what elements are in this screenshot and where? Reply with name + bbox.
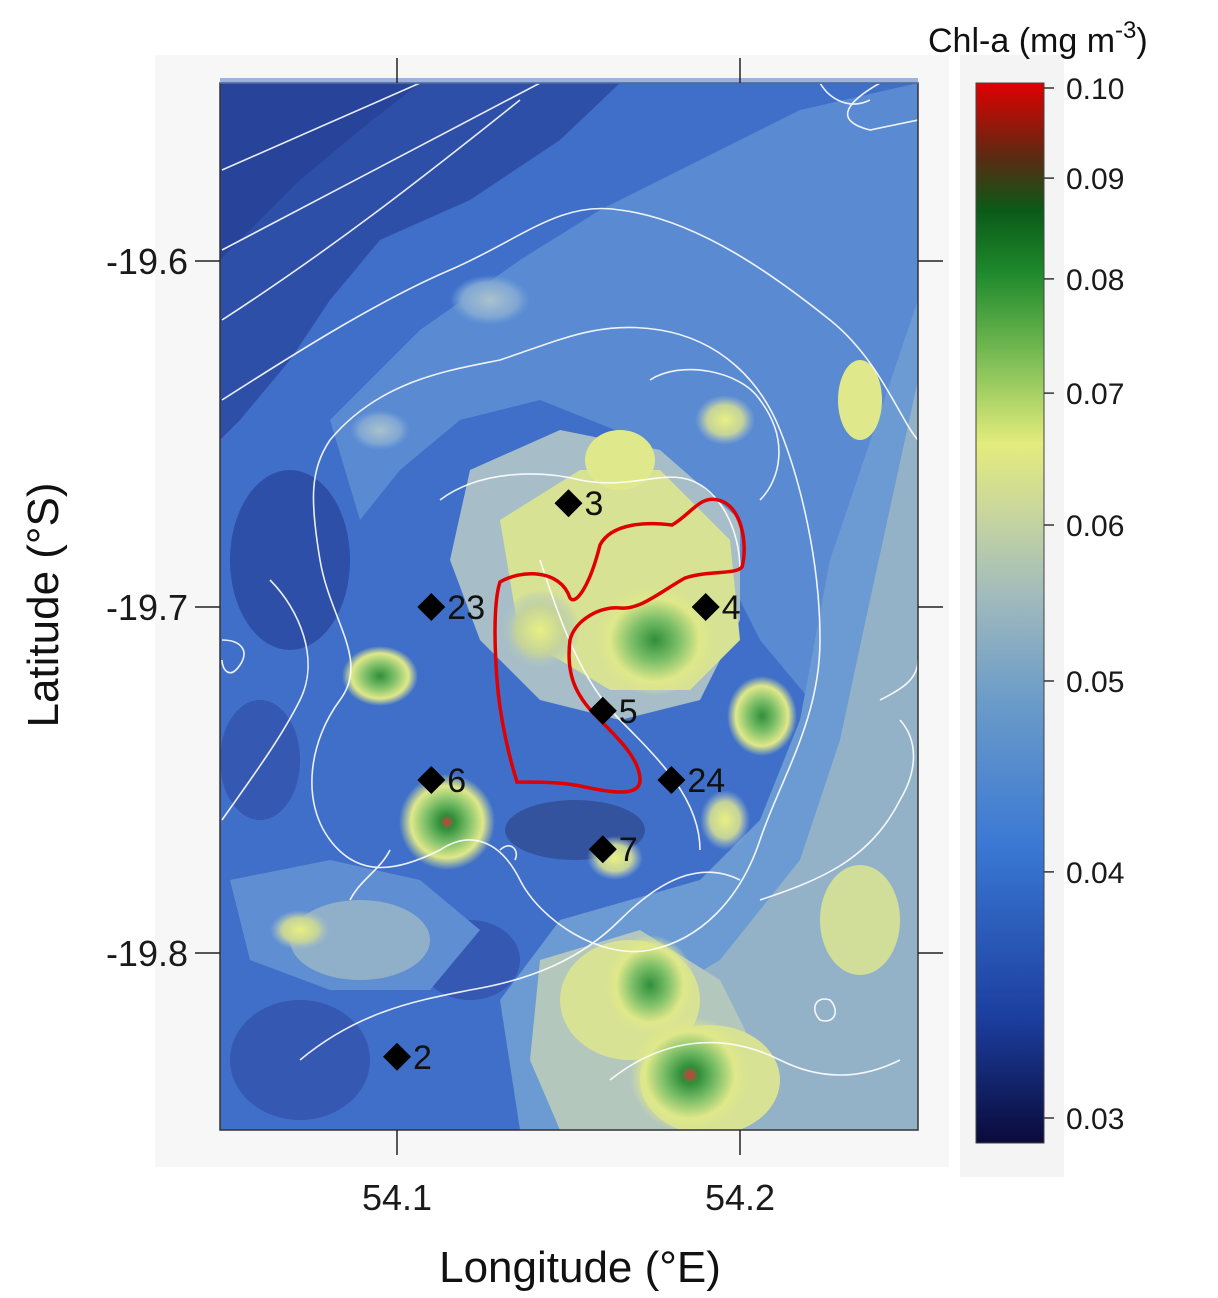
station-marker-6: 6 — [417, 762, 466, 800]
low-chl-region — [230, 470, 350, 650]
station-label: 7 — [619, 831, 638, 869]
y-tick-label: -19.8 — [106, 933, 188, 974]
chl-hotspot — [595, 585, 715, 695]
colorbar — [975, 82, 1045, 1144]
station-marker-24: 24 — [657, 762, 725, 800]
x-tick-label: 54.2 — [705, 1177, 775, 1218]
colorbar-title: Chl-a (mg m-3) — [928, 17, 1148, 60]
chl-hotspot — [630, 1017, 750, 1130]
axis-ticks — [195, 58, 943, 1155]
station-marker-2: 2 — [383, 1039, 432, 1077]
chl-hotspot — [700, 790, 750, 850]
colorbar-title-sup: -3 — [1115, 17, 1136, 44]
chl-hotspot — [399, 774, 495, 870]
high-chl-region — [820, 865, 900, 975]
station-label: 2 — [413, 1039, 432, 1077]
colorbar-tick-label: 0.03 — [1066, 1103, 1124, 1136]
low-chl-region — [220, 83, 420, 260]
chlorophyll-field — [220, 83, 918, 1130]
station-diamond — [417, 593, 446, 621]
chl-hotspot — [605, 935, 695, 1035]
chl-hotspot — [350, 410, 410, 450]
colorbar-tick-label: 0.06 — [1066, 510, 1124, 543]
station-diamond — [588, 696, 617, 725]
chl-hotspot — [450, 275, 530, 325]
mid-chl-region — [330, 83, 918, 760]
station-diamond — [554, 489, 583, 518]
chl-hotspot — [727, 676, 797, 756]
stations-layer: 3 23 4 5 6 24 7 2 — [383, 485, 741, 1077]
colorbar-tick-label: 0.04 — [1066, 857, 1124, 890]
station-label: 4 — [722, 589, 741, 627]
y-axis-title: Latitude (°S) — [19, 482, 68, 727]
depth-contours — [221, 83, 918, 1081]
low-chl-region — [220, 83, 620, 440]
colorbar-tick-label: 0.08 — [1066, 264, 1124, 297]
colorbar-ticks: 0.10 0.09 0.08 0.07 0.06 0.05 0.04 0.03 — [1044, 73, 1124, 1136]
station-diamond — [383, 1042, 411, 1071]
colorbar-title-main: Chl-a (mg m — [928, 22, 1115, 60]
station-label: 6 — [447, 762, 466, 800]
eddy-outline — [493, 497, 746, 794]
station-label: 23 — [447, 589, 485, 627]
x-tick-label: 54.1 — [362, 1177, 432, 1218]
x-axis-title: Longitude (°E) — [439, 1243, 721, 1292]
station-marker-3: 3 — [554, 485, 604, 523]
high-chl-region — [838, 360, 882, 440]
high-chl-region — [585, 430, 655, 490]
chl-hotspot — [695, 395, 755, 445]
y-tick-label: -19.6 — [106, 241, 188, 282]
chl-hotspot — [270, 910, 330, 950]
colorbar-tick-label: 0.09 — [1066, 163, 1124, 196]
map-top-shadow — [220, 78, 918, 84]
station-label: 5 — [619, 693, 638, 731]
station-diamond — [657, 766, 686, 794]
colorbar-title-close: ) — [1136, 22, 1147, 60]
station-marker-7: 7 — [588, 831, 638, 869]
station-marker-5: 5 — [588, 693, 638, 731]
station-label: 24 — [687, 762, 725, 800]
station-label: 3 — [585, 485, 604, 523]
colorbar-tick-label: 0.07 — [1066, 378, 1124, 411]
station-diamond — [691, 593, 720, 621]
station-marker-23: 23 — [417, 589, 485, 627]
chl-hotspot — [342, 646, 418, 706]
station-diamond — [417, 766, 446, 794]
colorbar-tick-label: 0.10 — [1066, 73, 1124, 106]
colorbar-tick-label: 0.05 — [1066, 666, 1124, 699]
low-chl-region — [220, 700, 300, 820]
chl-hotspot — [500, 590, 580, 670]
station-diamond — [588, 835, 617, 864]
y-tick-label: -19.7 — [106, 587, 188, 628]
station-marker-4: 4 — [691, 589, 741, 627]
